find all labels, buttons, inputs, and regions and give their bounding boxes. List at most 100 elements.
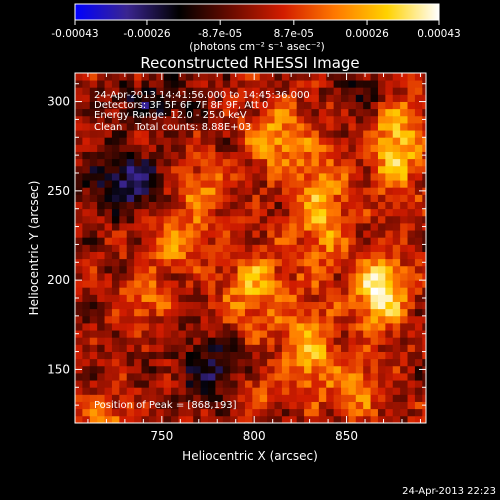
- heatmap-cell: [259, 151, 268, 160]
- heatmap-cell: [259, 173, 268, 181]
- heatmap-cell: [370, 344, 379, 352]
- heatmap-cell: [230, 344, 238, 352]
- heatmap-cell: [281, 101, 290, 110]
- heatmap-cell: [104, 80, 113, 88]
- heatmap-cell: [289, 308, 298, 317]
- heatmap-cell: [141, 144, 150, 152]
- heatmap-cell: [333, 194, 342, 202]
- heatmap-cell: [104, 380, 113, 388]
- heatmap-cell: [141, 165, 150, 174]
- heatmap-cell: [318, 180, 327, 188]
- heatmap-cell: [377, 144, 386, 152]
- heatmap-cell: [156, 237, 165, 245]
- heatmap-cell: [392, 194, 401, 202]
- heatmap-cell: [237, 144, 246, 152]
- heatmap-cell: [156, 301, 165, 310]
- heatmap-cell: [222, 258, 231, 267]
- heatmap-cell: [200, 301, 209, 310]
- heatmap-cell: [244, 101, 253, 110]
- heatmap-cell: [75, 201, 83, 210]
- heatmap-cell: [97, 187, 105, 195]
- heatmap-cell: [178, 373, 187, 381]
- heatmap-cell: [163, 101, 172, 110]
- heatmap-cell: [348, 323, 357, 331]
- heatmap-cell: [259, 258, 268, 267]
- heatmap-cell: [126, 180, 135, 188]
- heatmap-cell: [341, 144, 349, 152]
- heatmap-cell: [148, 115, 157, 124]
- colorbar-tick-label: -8.7e-05: [198, 28, 242, 40]
- heatmap-cell: [274, 380, 283, 388]
- heatmap-cell: [318, 137, 327, 145]
- heatmap-cell: [348, 258, 357, 267]
- heatmap-cell: [148, 373, 157, 381]
- heatmap-cell: [119, 258, 128, 267]
- heatmap-cell: [148, 344, 157, 352]
- heatmap-cell: [75, 215, 83, 224]
- heatmap-cell: [400, 351, 408, 360]
- heatmap-cell: [141, 273, 150, 281]
- heatmap-cell: [267, 408, 275, 417]
- heatmap-cell: [119, 273, 128, 281]
- heatmap-cell: [111, 237, 120, 245]
- heatmap-cell: [237, 401, 246, 410]
- heatmap-cell: [274, 130, 283, 138]
- heatmap-cell: [348, 73, 357, 81]
- heatmap-cell: [185, 80, 194, 88]
- heatmap-cell: [185, 415, 194, 423]
- colorbar-tick-label: 8.7e-05: [274, 28, 314, 40]
- heatmap-cell: [208, 408, 216, 417]
- heatmap-cell: [237, 258, 246, 267]
- heatmap-cell: [82, 401, 91, 410]
- heatmap-cell: [215, 158, 224, 167]
- heatmap-cell: [281, 144, 290, 152]
- heatmap-cell: [134, 80, 142, 88]
- heatmap-cell: [97, 137, 105, 145]
- heatmap-cell: [111, 358, 120, 367]
- heatmap-cell: [296, 251, 305, 260]
- heatmap-cell: [289, 323, 298, 331]
- heatmap-cell: [75, 251, 83, 260]
- heatmap-cell: [274, 358, 283, 367]
- heatmap-cell: [296, 373, 305, 381]
- heatmap-cell: [355, 380, 364, 388]
- heatmap-cell: [97, 308, 105, 317]
- heatmap-cell: [126, 373, 135, 381]
- heatmap-cell: [385, 401, 394, 410]
- heatmap-cell: [370, 244, 379, 252]
- heatmap-cell: [400, 80, 408, 88]
- heatmap-cell: [385, 80, 394, 88]
- heatmap-cell: [326, 137, 335, 145]
- heatmap-cell: [377, 373, 386, 381]
- heatmap-cell: [252, 380, 261, 388]
- heatmap-cell: [148, 394, 157, 402]
- heatmap-cell: [230, 137, 238, 145]
- heatmap-cell: [407, 394, 416, 402]
- heatmap-cell: [89, 380, 98, 388]
- heatmap-cell: [148, 415, 157, 423]
- heatmap-cell: [326, 387, 335, 395]
- heatmap-cell: [141, 358, 150, 367]
- heatmap-cell: [148, 151, 157, 160]
- heatmap-cell: [148, 380, 157, 388]
- heatmap-cell: [281, 280, 290, 288]
- heatmap-cell: [111, 301, 120, 310]
- heatmap-cell: [400, 380, 408, 388]
- heatmap-cell: [252, 315, 261, 324]
- heatmap-cell: [171, 244, 179, 252]
- heatmap-cell: [185, 123, 194, 131]
- heatmap-cell: [134, 158, 142, 167]
- heatmap-cell: [281, 80, 290, 88]
- heatmap-cell: [97, 201, 105, 210]
- heatmap-cell: [252, 187, 261, 195]
- heatmap-cell: [377, 73, 386, 81]
- heatmap-cell: [304, 294, 312, 302]
- heatmap-cell: [392, 223, 401, 231]
- heatmap-cell: [326, 351, 335, 360]
- heatmap-cell: [126, 123, 135, 131]
- heatmap-cell: [377, 294, 386, 302]
- heatmap-cell: [259, 194, 268, 202]
- heatmap-cell: [377, 265, 386, 274]
- heatmap-cell: [333, 337, 342, 345]
- heatmap-cell: [318, 373, 327, 381]
